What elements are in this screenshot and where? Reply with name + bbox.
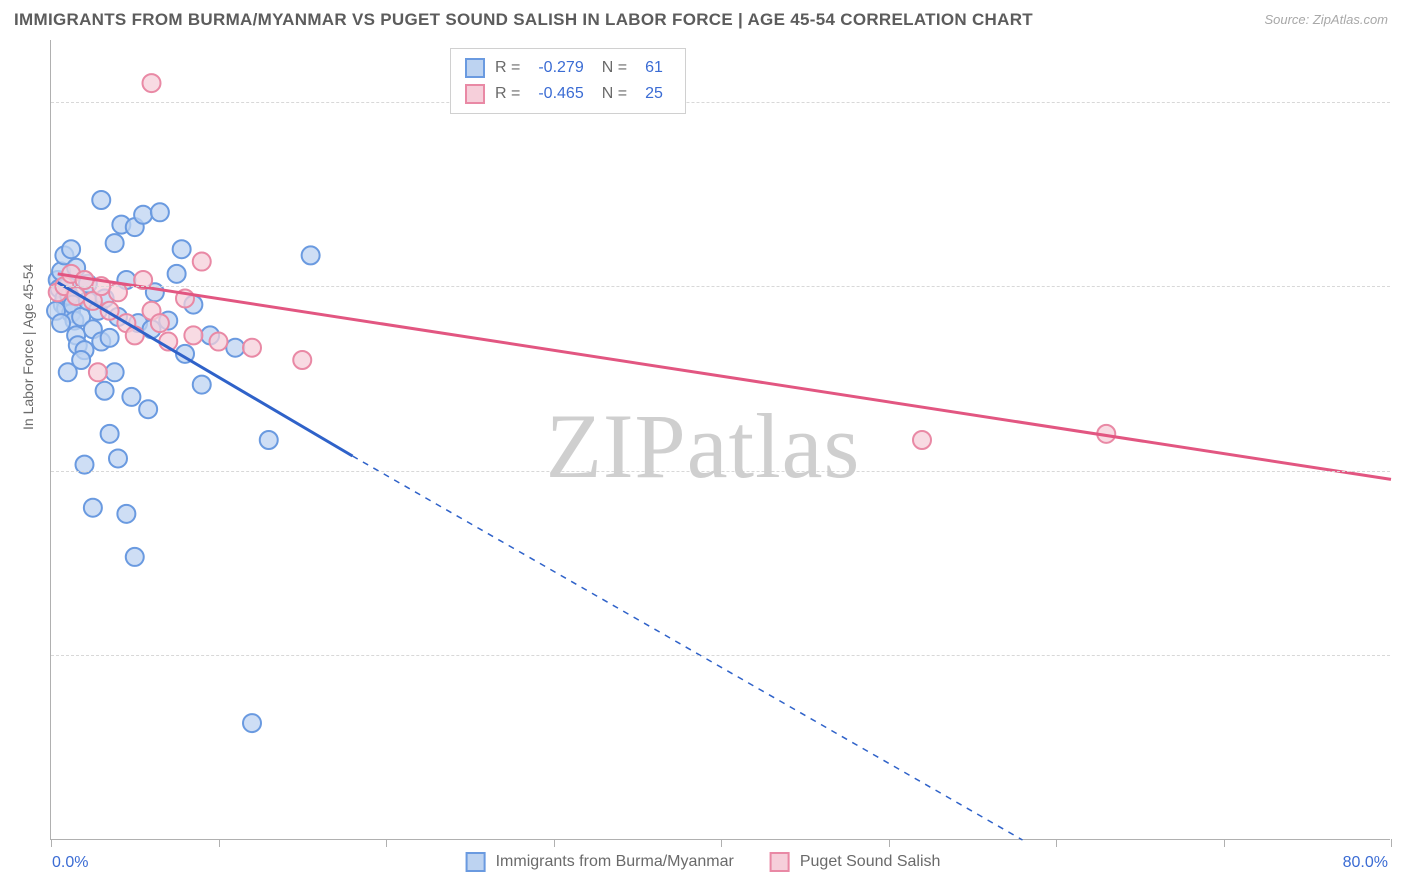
stat-n-value: 25 xyxy=(645,85,663,103)
data-point xyxy=(184,326,202,344)
x-tick xyxy=(889,839,890,847)
series-legend: Immigrants from Burma/Myanmar Puget Sound… xyxy=(466,852,941,872)
data-point xyxy=(139,400,157,418)
data-point xyxy=(151,314,169,332)
data-point xyxy=(122,388,140,406)
data-point xyxy=(117,505,135,523)
legend-item: Puget Sound Salish xyxy=(770,852,941,872)
data-point xyxy=(109,449,127,467)
legend-label: Puget Sound Salish xyxy=(800,853,941,871)
data-point xyxy=(106,363,124,381)
plot-area: 100.0%85.0%70.0%55.0% xyxy=(50,40,1390,840)
data-point xyxy=(84,499,102,517)
data-point xyxy=(92,191,110,209)
data-point xyxy=(243,714,261,732)
data-point xyxy=(72,351,90,369)
stat-n-label: N = xyxy=(602,85,627,103)
data-point xyxy=(226,339,244,357)
data-point xyxy=(243,339,261,357)
x-tick xyxy=(1391,839,1392,847)
x-tick xyxy=(1224,839,1225,847)
data-point xyxy=(126,548,144,566)
legend-swatch xyxy=(770,852,790,872)
data-point xyxy=(210,333,228,351)
data-point xyxy=(913,431,931,449)
data-point xyxy=(101,329,119,347)
data-point xyxy=(151,203,169,221)
data-point xyxy=(293,351,311,369)
data-point xyxy=(101,425,119,443)
data-point xyxy=(62,240,80,258)
trend-line-extrapolated xyxy=(353,456,1023,840)
scatter-svg xyxy=(51,40,1390,839)
stat-n-value: 61 xyxy=(645,59,663,77)
data-point xyxy=(52,314,70,332)
legend-swatch xyxy=(465,84,485,104)
x-tick xyxy=(51,839,52,847)
y-axis-label: In Labor Force | Age 45-54 xyxy=(20,264,36,430)
data-point xyxy=(193,376,211,394)
stat-n-label: N = xyxy=(602,59,627,77)
stat-r-label: R = xyxy=(495,59,520,77)
stat-r-value: -0.279 xyxy=(538,59,583,77)
x-tick xyxy=(1056,839,1057,847)
grid-line xyxy=(51,286,1390,287)
correlation-chart: IMMIGRANTS FROM BURMA/MYANMAR VS PUGET S… xyxy=(0,0,1406,892)
grid-line xyxy=(51,102,1390,103)
x-tick-min: 0.0% xyxy=(52,854,88,872)
grid-line xyxy=(51,471,1390,472)
source-label: Source: ZipAtlas.com xyxy=(1264,12,1388,27)
data-point xyxy=(89,363,107,381)
data-point xyxy=(134,206,152,224)
legend-row: R = -0.279 N = 61 xyxy=(465,55,671,81)
data-point xyxy=(173,240,191,258)
x-tick-max: 80.0% xyxy=(1343,854,1388,872)
legend-swatch xyxy=(465,58,485,78)
data-point xyxy=(302,246,320,264)
x-tick xyxy=(554,839,555,847)
data-point xyxy=(96,382,114,400)
x-tick xyxy=(219,839,220,847)
data-point xyxy=(168,265,186,283)
stat-r-label: R = xyxy=(495,85,520,103)
correlation-legend: R = -0.279 N = 61 R = -0.465 N = 25 xyxy=(450,48,686,114)
legend-label: Immigrants from Burma/Myanmar xyxy=(496,853,734,871)
grid-line xyxy=(51,655,1390,656)
data-point xyxy=(106,234,124,252)
legend-item: Immigrants from Burma/Myanmar xyxy=(466,852,734,872)
data-point xyxy=(193,253,211,271)
legend-row: R = -0.465 N = 25 xyxy=(465,81,671,107)
trend-line xyxy=(58,274,1391,480)
chart-title: IMMIGRANTS FROM BURMA/MYANMAR VS PUGET S… xyxy=(14,10,1033,30)
x-tick xyxy=(721,839,722,847)
legend-swatch xyxy=(466,852,486,872)
data-point xyxy=(260,431,278,449)
x-tick xyxy=(386,839,387,847)
stat-r-value: -0.465 xyxy=(538,85,583,103)
data-point xyxy=(143,74,161,92)
